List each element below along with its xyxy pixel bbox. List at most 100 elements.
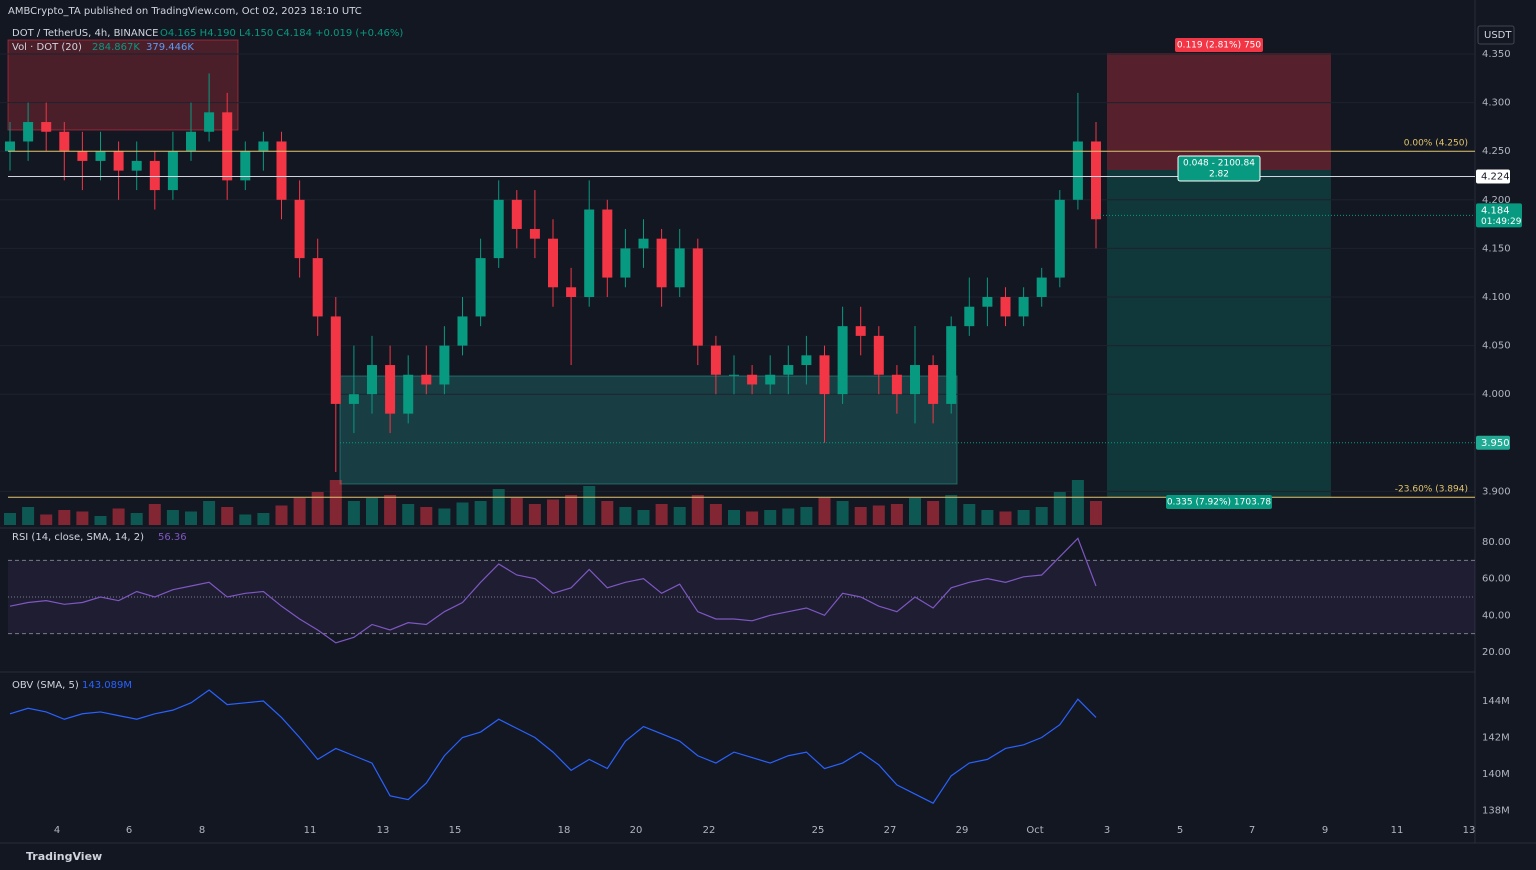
- candle-body: [873, 335, 884, 375]
- candle-body: [548, 238, 558, 288]
- y-tick-label: 4.300: [1482, 98, 1511, 109]
- candle-body: [222, 112, 233, 181]
- last-price-tag: [1476, 203, 1522, 228]
- volume-bar: [709, 504, 722, 525]
- candle-body: [330, 316, 341, 404]
- volume-bar: [872, 505, 885, 525]
- volume-bar: [203, 501, 216, 525]
- volume-bar: [945, 495, 958, 525]
- volume-bar: [764, 510, 777, 525]
- candle-body: [186, 131, 196, 152]
- entry-label: 0.048 - 2100.84: [1183, 159, 1255, 169]
- volume-bar: [963, 504, 976, 525]
- y-tick-label: 3.900: [1482, 486, 1511, 497]
- candle-body: [584, 209, 595, 297]
- candle-body: [475, 258, 486, 317]
- x-tick-label: 11: [1391, 825, 1404, 836]
- x-tick-label: 29: [956, 825, 969, 836]
- candle-body: [891, 374, 902, 395]
- candle-body: [747, 374, 758, 385]
- y-tick-label: 4.000: [1482, 389, 1511, 400]
- volume-bar: [492, 489, 505, 525]
- volume-bar: [746, 511, 759, 525]
- support-tag: [1476, 435, 1510, 450]
- candle-body: [710, 345, 721, 375]
- volume-bar: [800, 507, 813, 525]
- candle-body: [656, 238, 667, 288]
- candle-body: [41, 122, 52, 132]
- x-tick-label: 11: [304, 825, 317, 836]
- stop-label-box: [1166, 495, 1272, 509]
- obv-tick-label: 144M: [1482, 696, 1510, 707]
- candle-body: [113, 151, 124, 171]
- volume-bar: [420, 507, 433, 525]
- volume-bar: [58, 510, 71, 525]
- rsi-tick-label: 60.00: [1482, 574, 1511, 585]
- volume-bar: [4, 513, 16, 525]
- candle-body: [1091, 141, 1101, 220]
- vol-name: Vol · DOT (20): [12, 42, 82, 53]
- fib-label: -23.60% (3.894): [1395, 485, 1468, 495]
- volume-bar: [130, 513, 143, 525]
- volume-bar: [221, 507, 234, 525]
- volume-bar: [40, 514, 53, 525]
- volume-bar: [1017, 510, 1030, 525]
- obv-tick-label: 140M: [1482, 769, 1510, 780]
- candle-body: [982, 297, 993, 307]
- candle-body: [964, 306, 975, 327]
- volume-bar: [166, 510, 179, 525]
- candle-body: [855, 326, 866, 336]
- candle-body: [493, 199, 504, 259]
- rsi-line: [9, 537, 1097, 644]
- candle-body: [638, 238, 649, 249]
- rsi-tick-label: 40.00: [1482, 610, 1511, 621]
- support-tag-label: 3.950: [1481, 438, 1510, 449]
- volume-bar: [691, 495, 704, 525]
- candle-body: [95, 151, 106, 161]
- x-tick-label: 8: [199, 825, 205, 836]
- candle-body: [837, 326, 848, 395]
- candle-body: [385, 365, 396, 414]
- candle-body: [149, 160, 160, 191]
- candle-body: [367, 365, 377, 395]
- rsi-band: [8, 560, 1475, 634]
- volume-bar: [601, 501, 614, 525]
- volume-bar: [1053, 492, 1066, 525]
- rsi-name: RSI (14, close, SMA, 14, 2): [12, 532, 144, 543]
- obv-tick-label: 142M: [1482, 733, 1510, 744]
- level-tag: [1476, 169, 1510, 184]
- volume-bar: [1090, 501, 1102, 525]
- candle-body: [403, 374, 414, 414]
- y-tick-label: 4.050: [1482, 341, 1511, 352]
- rsi-tick-label: 80.00: [1482, 537, 1511, 548]
- rsi-tick-label: 20.00: [1482, 647, 1511, 658]
- footer-logo: TradingView: [26, 850, 102, 863]
- volume-bar: [384, 495, 397, 525]
- volume-bar: [818, 498, 831, 525]
- volume-bar: [148, 504, 161, 525]
- volume-bar: [836, 501, 849, 525]
- candle-body: [765, 374, 776, 385]
- currency-box: [1477, 25, 1515, 45]
- volume-bar: [655, 504, 668, 525]
- volume-bar: [728, 510, 740, 525]
- vol-value: 284.867K: [92, 42, 140, 53]
- obv-name: OBV (SMA, 5): [12, 680, 79, 691]
- y-tick-label: 4.350: [1482, 49, 1511, 60]
- volume-bar: [782, 508, 795, 525]
- candle-body: [59, 131, 70, 152]
- target-label-box: [1175, 38, 1263, 52]
- volume-bar: [890, 504, 903, 525]
- x-tick-label: 13: [1463, 825, 1476, 836]
- volume-bar: [1071, 480, 1084, 525]
- candle-body: [674, 248, 685, 288]
- candle-body: [240, 151, 251, 181]
- stop-zone: [1107, 53, 1331, 170]
- candle-body: [819, 355, 830, 395]
- volume-bar: [239, 514, 252, 525]
- currency: USDT: [1484, 30, 1512, 41]
- x-tick-label: 6: [126, 825, 132, 836]
- volume-bar: [1035, 507, 1048, 525]
- candle-body: [910, 365, 920, 395]
